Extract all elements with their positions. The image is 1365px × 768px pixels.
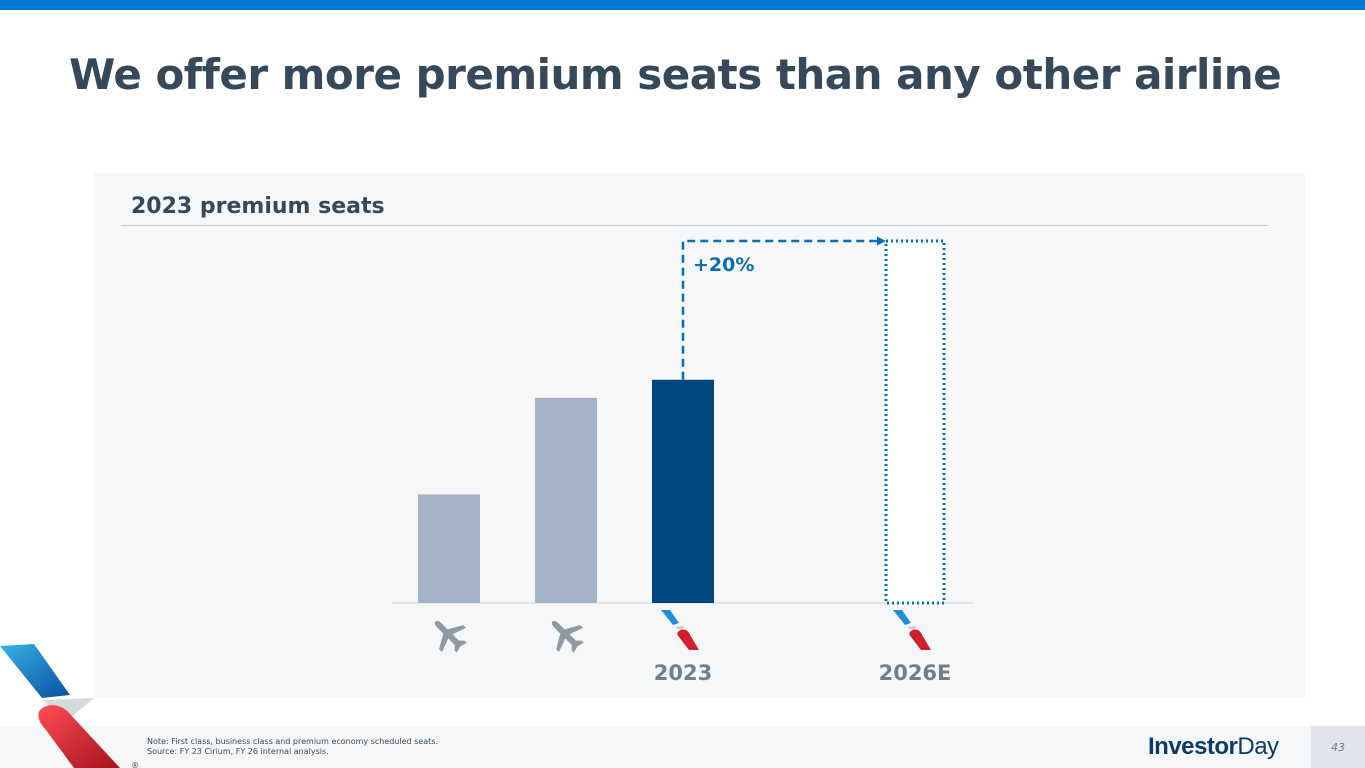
american-flight-symbol-icon: [893, 610, 931, 650]
footnote-note: Note: First class, business class and pr…: [147, 737, 439, 746]
footnote: Note: First class, business class and pr…: [147, 737, 438, 757]
tick-label-2026e: 2026E: [879, 661, 952, 685]
american-flight-symbol-icon: [661, 610, 699, 650]
investor-day-brand: InvestorDay: [1148, 733, 1279, 761]
tick-label-2023: 2023: [654, 661, 712, 685]
american-airlines-logo: ®: [0, 644, 139, 768]
bar-competitor-2: [535, 397, 597, 603]
footnote-source: Source: FY 23 Cirium, FY 26 internal ana…: [147, 747, 329, 756]
plane-icon: [434, 620, 467, 653]
growth-arrow-line: [681, 239, 879, 380]
brand-bold: Investor: [1148, 733, 1238, 760]
page-title: We offer more premium seats than any oth…: [69, 50, 1282, 99]
brand-light: Day: [1237, 733, 1279, 760]
top-accent-bar: [0, 0, 1365, 10]
bar-2023: [652, 379, 714, 603]
page-number-box: [1311, 726, 1365, 768]
growth-annotation: +20%: [693, 254, 754, 276]
bar-competitor-1: [418, 494, 480, 603]
page-number: 43: [1331, 741, 1345, 754]
growth-arrow-head: [877, 236, 886, 246]
chart-title: 2023 premium seats: [131, 194, 385, 219]
title-divider: [121, 225, 1268, 226]
registered-mark: ®: [131, 761, 139, 768]
footer-bar: [0, 726, 1365, 768]
plane-icon: [551, 620, 584, 653]
bar-2026e: [884, 239, 946, 605]
